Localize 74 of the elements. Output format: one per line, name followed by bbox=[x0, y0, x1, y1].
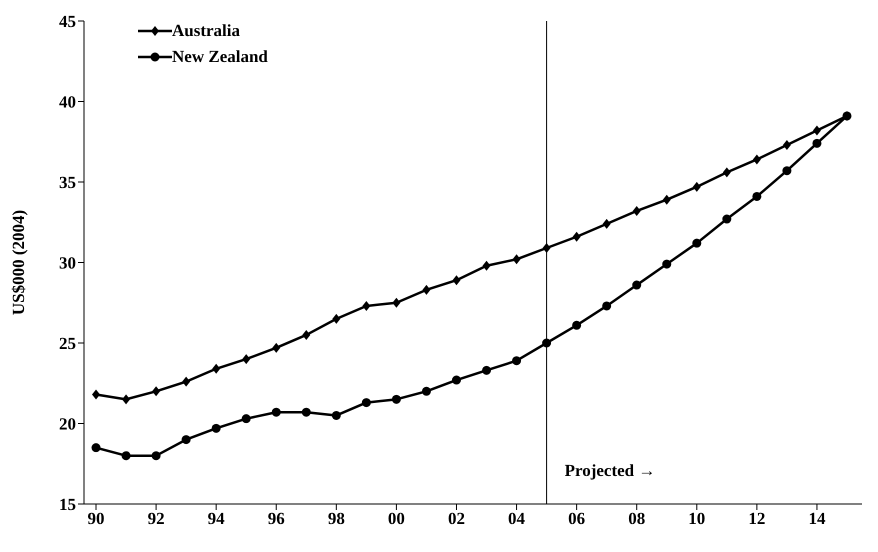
point bbox=[212, 424, 221, 433]
y-axis-title: US$000 (2004) bbox=[9, 210, 28, 316]
y-tick-label: 30 bbox=[59, 254, 76, 273]
x-tick-label: 06 bbox=[568, 509, 586, 528]
point bbox=[392, 298, 400, 308]
point bbox=[632, 206, 641, 216]
x-tick-label: 94 bbox=[208, 509, 226, 528]
x-tick-label: 00 bbox=[388, 509, 405, 528]
point bbox=[152, 451, 161, 460]
point bbox=[332, 314, 340, 324]
x-tick-label: 08 bbox=[628, 509, 646, 528]
point bbox=[512, 356, 522, 366]
point bbox=[752, 192, 762, 201]
x-tick-label: 04 bbox=[508, 509, 526, 528]
point bbox=[692, 182, 701, 192]
point bbox=[572, 232, 581, 242]
point bbox=[242, 414, 251, 424]
point bbox=[122, 394, 130, 404]
point bbox=[362, 398, 371, 408]
point bbox=[152, 386, 160, 396]
legend-label: Australia bbox=[172, 21, 240, 41]
point bbox=[272, 342, 280, 353]
point bbox=[572, 320, 582, 330]
x-tick-label: 02 bbox=[448, 509, 465, 528]
point bbox=[662, 194, 671, 205]
point bbox=[752, 154, 761, 164]
y-tick-label: 15 bbox=[59, 495, 76, 514]
point bbox=[182, 435, 191, 444]
x-tick-label: 14 bbox=[808, 509, 826, 528]
point bbox=[782, 166, 792, 176]
x-tick-label: 98 bbox=[328, 509, 345, 528]
point bbox=[122, 451, 131, 460]
point bbox=[812, 138, 822, 148]
annotation: Projected → bbox=[564, 461, 656, 480]
point bbox=[692, 238, 702, 248]
y-tick-label: 40 bbox=[59, 92, 76, 112]
point bbox=[482, 366, 492, 375]
point bbox=[182, 376, 190, 387]
point bbox=[242, 354, 250, 364]
point bbox=[272, 408, 281, 417]
point bbox=[422, 284, 430, 295]
point bbox=[422, 386, 431, 396]
point bbox=[722, 167, 731, 178]
point bbox=[482, 260, 491, 271]
point bbox=[302, 408, 311, 417]
point bbox=[302, 330, 310, 340]
point bbox=[332, 410, 341, 420]
point bbox=[632, 280, 642, 290]
x-tick-label: 90 bbox=[88, 509, 105, 528]
y-tick-label: 20 bbox=[59, 414, 76, 434]
point bbox=[362, 300, 370, 311]
point bbox=[452, 376, 461, 385]
point bbox=[512, 254, 521, 264]
point bbox=[542, 243, 551, 254]
legend-label: New Zealand bbox=[172, 47, 268, 67]
point bbox=[212, 364, 220, 374]
point bbox=[662, 260, 672, 269]
x-tick-label: 10 bbox=[688, 509, 706, 528]
x-tick-label: 92 bbox=[148, 509, 165, 528]
y-tick-label: 45 bbox=[59, 12, 76, 32]
point bbox=[602, 218, 611, 229]
point bbox=[722, 214, 732, 224]
point bbox=[92, 390, 100, 400]
point bbox=[542, 338, 552, 348]
y-tick-label: 25 bbox=[59, 334, 76, 354]
x-tick-label: 12 bbox=[748, 509, 766, 528]
point bbox=[602, 301, 612, 310]
point bbox=[812, 125, 821, 136]
point bbox=[392, 394, 401, 404]
y-tick-label: 35 bbox=[59, 173, 76, 192]
point bbox=[92, 443, 101, 452]
point bbox=[782, 140, 791, 150]
x-tick-label: 96 bbox=[268, 509, 285, 528]
point bbox=[452, 275, 460, 286]
